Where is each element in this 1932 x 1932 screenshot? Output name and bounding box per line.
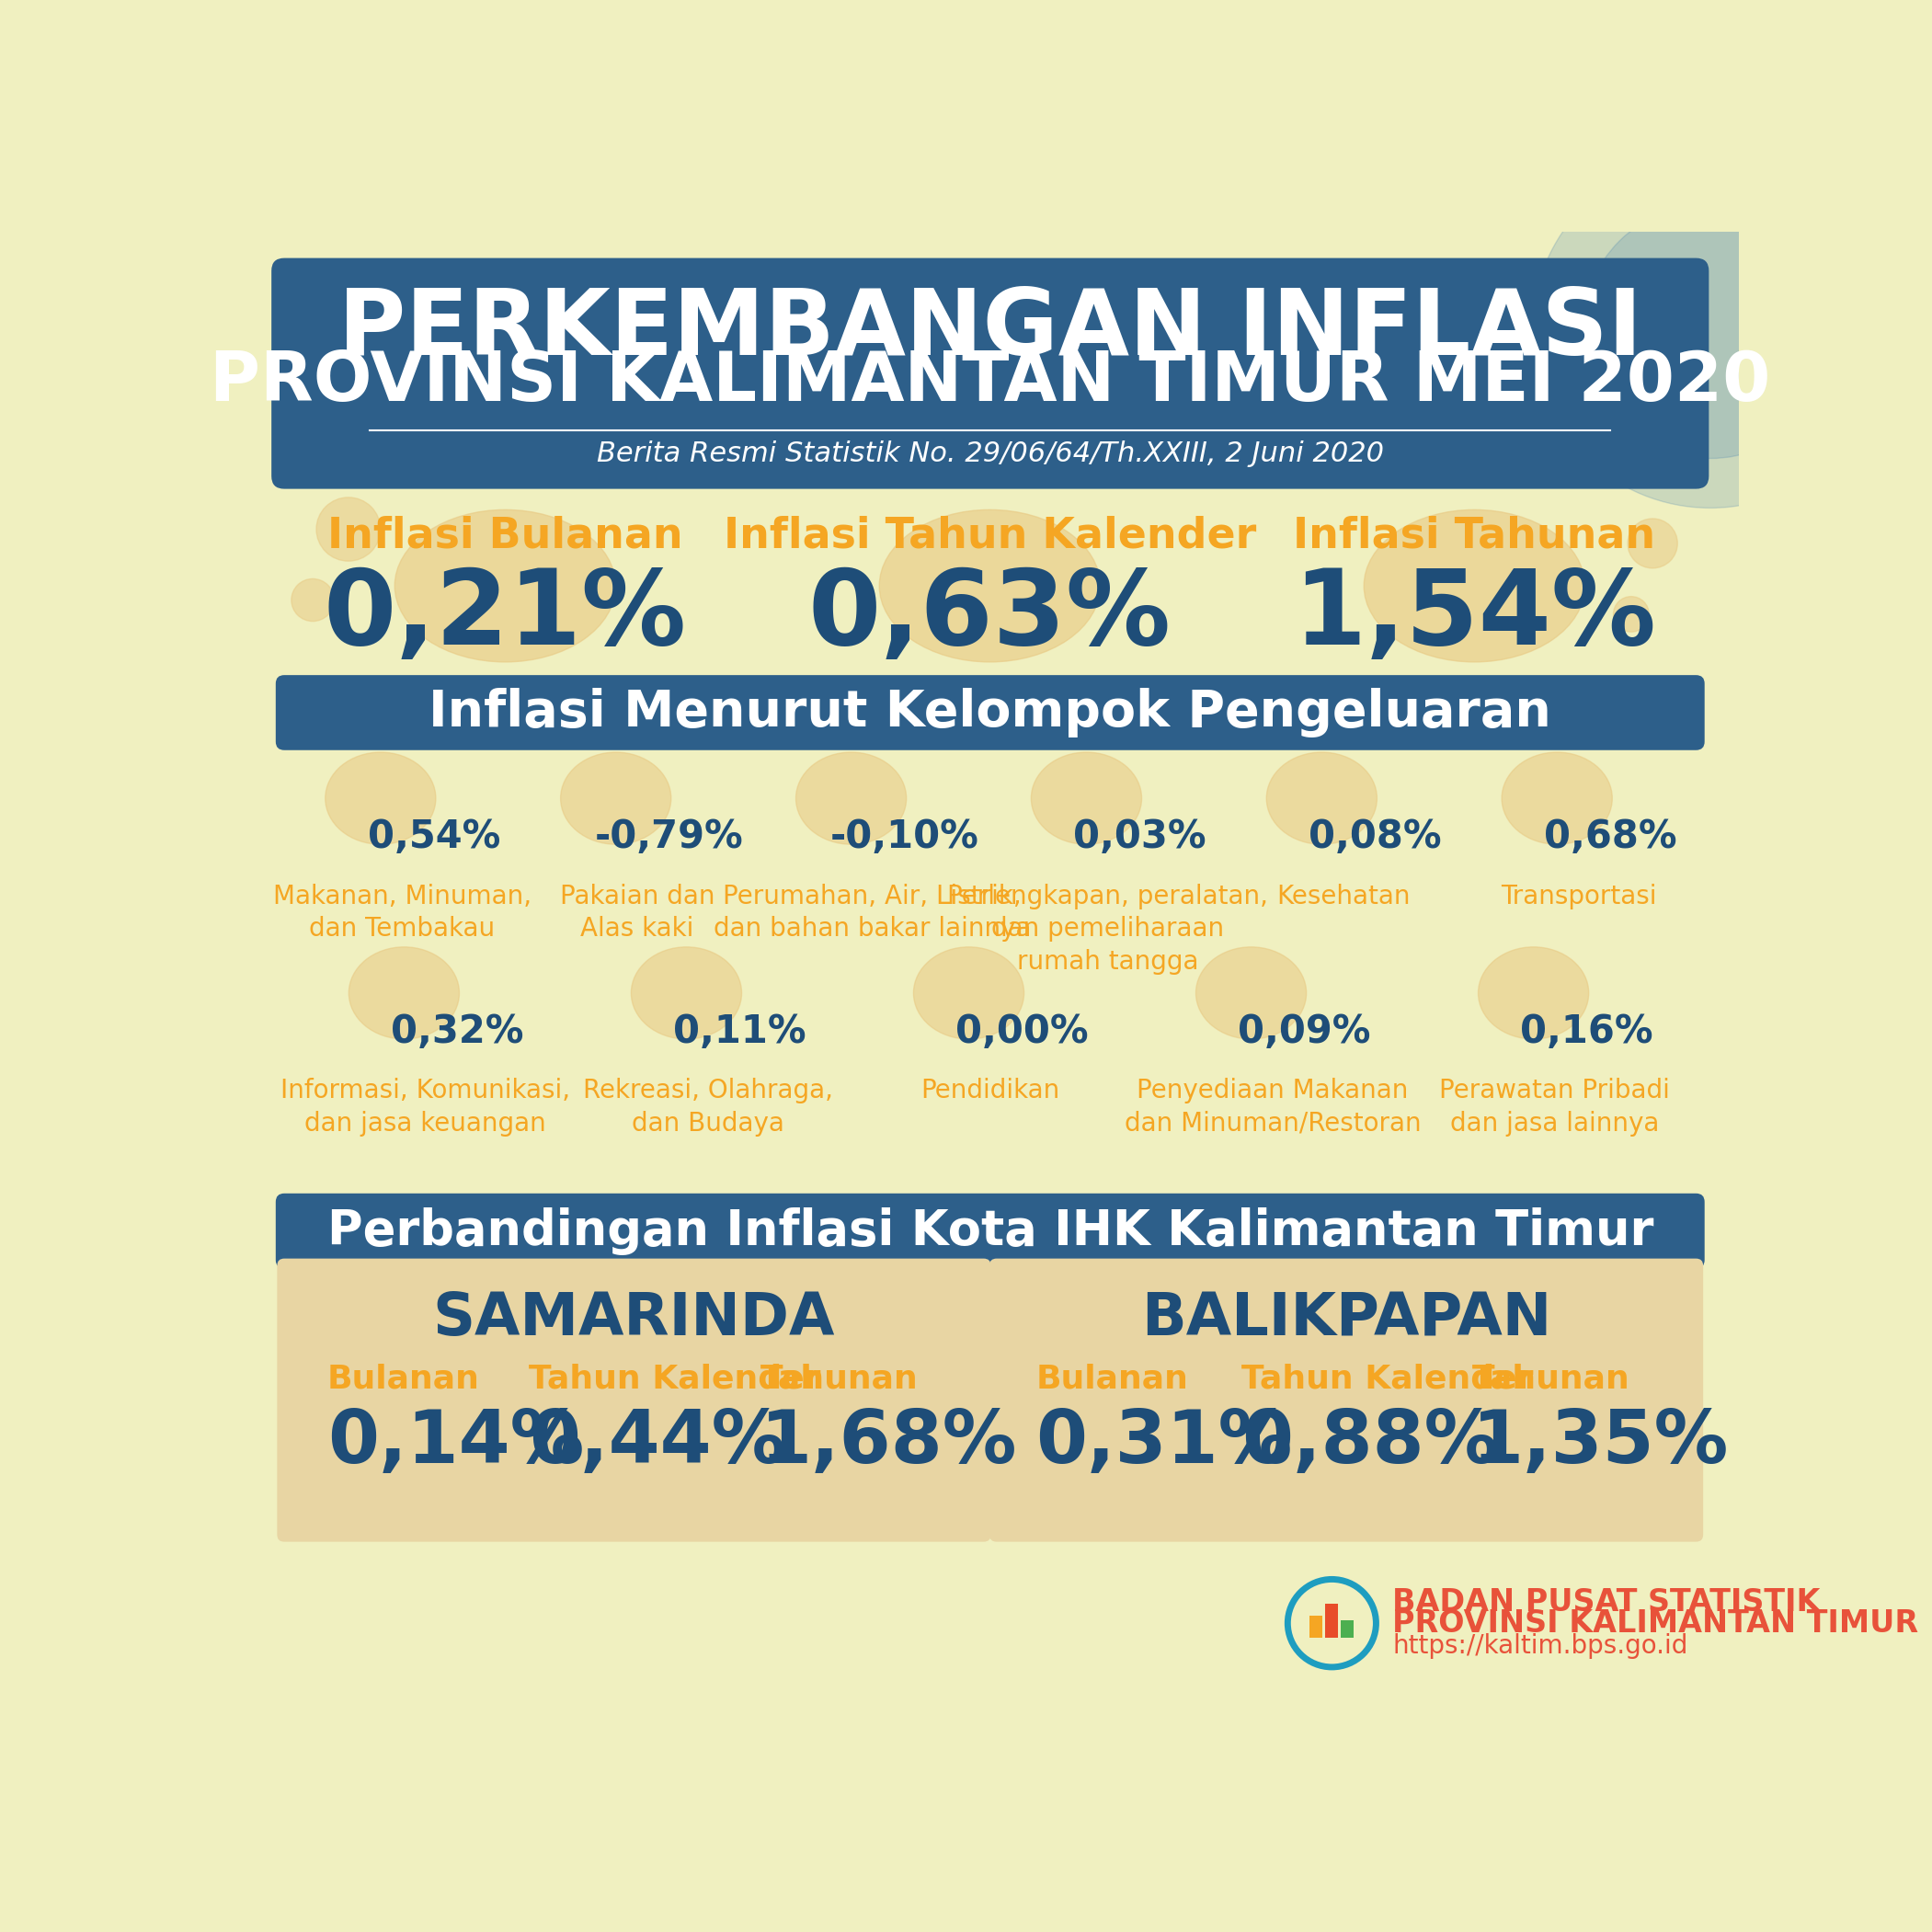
Text: Pendidikan: Pendidikan — [922, 1078, 1059, 1103]
Text: Tahun Kalender: Tahun Kalender — [529, 1364, 821, 1395]
FancyBboxPatch shape — [276, 674, 1704, 750]
Text: 0,32%: 0,32% — [390, 1012, 524, 1051]
Bar — [1310, 1615, 1323, 1636]
Text: 0,88%: 0,88% — [1242, 1406, 1497, 1478]
Text: 0,54%: 0,54% — [367, 817, 500, 856]
Text: Bulanan: Bulanan — [327, 1364, 479, 1395]
Text: Makanan, Minuman,
dan Tembakau: Makanan, Minuman, dan Tembakau — [272, 883, 531, 941]
FancyBboxPatch shape — [276, 1194, 1704, 1269]
Text: 0,44%: 0,44% — [529, 1406, 786, 1478]
Text: 1,35%: 1,35% — [1472, 1406, 1729, 1478]
Text: Tahunan: Tahunan — [759, 1364, 918, 1395]
Text: https://kaltim.bps.go.id: https://kaltim.bps.go.id — [1393, 1633, 1689, 1660]
Text: Perumahan, Air, Listrik,
dan bahan bakar lainnya: Perumahan, Air, Listrik, dan bahan bakar… — [713, 883, 1032, 941]
Circle shape — [1627, 518, 1677, 568]
Text: Inflasi Bulanan: Inflasi Bulanan — [327, 516, 682, 556]
Text: 1,68%: 1,68% — [759, 1406, 1016, 1478]
FancyBboxPatch shape — [989, 1258, 1704, 1542]
Text: 0,08%: 0,08% — [1308, 817, 1441, 856]
Text: Perbandingan Inflasi Kota IHK Kalimantan Timur: Perbandingan Inflasi Kota IHK Kalimantan… — [327, 1208, 1654, 1254]
Text: 0,63%: 0,63% — [808, 564, 1171, 667]
Text: Berita Resmi Statistik No. 29/06/64/Th.XXIII, 2 Juni 2020: Berita Resmi Statistik No. 29/06/64/Th.X… — [597, 440, 1383, 468]
Text: Kesehatan: Kesehatan — [1277, 883, 1410, 908]
Text: 0,21%: 0,21% — [323, 564, 688, 667]
Text: Tahunan: Tahunan — [1472, 1364, 1631, 1395]
FancyBboxPatch shape — [276, 1258, 991, 1542]
Ellipse shape — [350, 947, 460, 1039]
Text: 0,68%: 0,68% — [1544, 817, 1677, 856]
Text: Penyediaan Makanan
dan Minuman/Restoran: Penyediaan Makanan dan Minuman/Restoran — [1124, 1078, 1420, 1136]
Text: 0,00%: 0,00% — [956, 1012, 1090, 1051]
Text: 1,54%: 1,54% — [1293, 564, 1656, 667]
Text: PROVINSI KALIMANTAN TIMUR MEI 2020: PROVINSI KALIMANTAN TIMUR MEI 2020 — [211, 348, 1770, 415]
Ellipse shape — [394, 510, 616, 663]
Ellipse shape — [560, 752, 670, 844]
Ellipse shape — [1267, 752, 1378, 844]
Ellipse shape — [632, 947, 742, 1039]
Ellipse shape — [879, 510, 1099, 663]
Text: Perawatan Pribadi
dan jasa lainnya: Perawatan Pribadi dan jasa lainnya — [1439, 1078, 1669, 1136]
Circle shape — [1613, 597, 1650, 632]
Ellipse shape — [325, 752, 437, 844]
Text: Transportasi: Transportasi — [1501, 883, 1656, 908]
Text: PERKEMBANGAN INFLASI: PERKEMBANGAN INFLASI — [338, 284, 1642, 375]
Circle shape — [1582, 203, 1839, 458]
Bar — [1341, 1621, 1354, 1636]
Circle shape — [317, 497, 381, 560]
Circle shape — [292, 580, 334, 622]
Ellipse shape — [1478, 947, 1588, 1039]
Text: Tahun Kalender: Tahun Kalender — [1242, 1364, 1534, 1395]
Text: Perlengkapan, peralatan,
dan pemeliharaan
rumah tangga: Perlengkapan, peralatan, dan pemeliharaa… — [947, 883, 1267, 974]
Bar — [1325, 1604, 1339, 1636]
Ellipse shape — [1196, 947, 1306, 1039]
FancyBboxPatch shape — [270, 259, 1710, 489]
Text: BADAN PUSAT STATISTIK: BADAN PUSAT STATISTIK — [1393, 1586, 1820, 1617]
Ellipse shape — [1501, 752, 1611, 844]
Text: Informasi, Komunikasi,
dan jasa keuangan: Informasi, Komunikasi, dan jasa keuangan — [280, 1078, 570, 1136]
Text: SAMARINDA: SAMARINDA — [433, 1291, 835, 1347]
Text: Bulanan: Bulanan — [1036, 1364, 1188, 1395]
Text: Inflasi Tahunan: Inflasi Tahunan — [1293, 516, 1656, 556]
Text: BALIKPAPAN: BALIKPAPAN — [1142, 1291, 1551, 1347]
Circle shape — [1532, 155, 1888, 508]
Text: 0,09%: 0,09% — [1238, 1012, 1372, 1051]
Text: 0,03%: 0,03% — [1074, 817, 1206, 856]
Ellipse shape — [1032, 752, 1142, 844]
Text: 0,14%: 0,14% — [327, 1406, 583, 1478]
Ellipse shape — [1364, 510, 1584, 663]
Text: 0,16%: 0,16% — [1520, 1012, 1654, 1051]
Text: PROVINSI KALIMANTAN TIMUR: PROVINSI KALIMANTAN TIMUR — [1393, 1607, 1918, 1638]
Text: 0,31%: 0,31% — [1036, 1406, 1293, 1478]
Text: 0,11%: 0,11% — [674, 1012, 806, 1051]
Text: -0,79%: -0,79% — [595, 817, 744, 856]
Text: Inflasi Menurut Kelompok Pengeluaran: Inflasi Menurut Kelompok Pengeluaran — [429, 688, 1551, 738]
Text: Rekreasi, Olahraga,
dan Budaya: Rekreasi, Olahraga, dan Budaya — [583, 1078, 833, 1136]
Text: Pakaian dan
Alas kaki: Pakaian dan Alas kaki — [560, 883, 715, 941]
Ellipse shape — [796, 752, 906, 844]
Text: Inflasi Tahun Kalender: Inflasi Tahun Kalender — [723, 516, 1256, 556]
Text: -0,10%: -0,10% — [831, 817, 980, 856]
Ellipse shape — [914, 947, 1024, 1039]
